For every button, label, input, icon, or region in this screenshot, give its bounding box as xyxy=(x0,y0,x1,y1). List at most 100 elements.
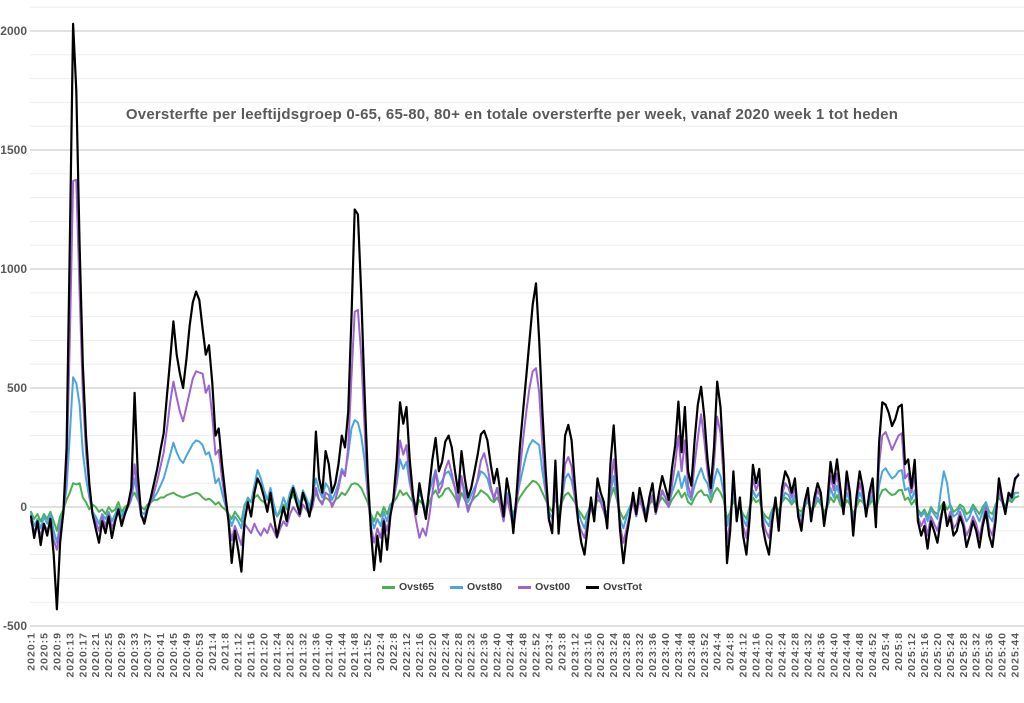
svg-text:2021:20: 2021:20 xyxy=(259,632,271,678)
svg-text:2020:9: 2020:9 xyxy=(51,632,63,671)
svg-text:2021:52: 2021:52 xyxy=(362,632,374,678)
svg-text:2023:32: 2023:32 xyxy=(634,632,646,678)
svg-text:2022:4: 2022:4 xyxy=(375,632,387,671)
svg-text:2022:36: 2022:36 xyxy=(479,632,491,678)
legend-swatch-ovst80 xyxy=(450,585,464,589)
svg-text:2020:25: 2020:25 xyxy=(103,632,115,678)
chart-title: Oversterfte per leeftijdsgroep 0-65, 65-… xyxy=(125,106,899,123)
legend-swatch-ovst00 xyxy=(518,585,532,589)
legend-swatch-ovsttot xyxy=(586,585,600,589)
svg-text:2023:40: 2023:40 xyxy=(660,632,672,678)
svg-text:2022:8: 2022:8 xyxy=(388,632,400,671)
series-line-ovsttot xyxy=(29,22,1020,611)
svg-text:2023:52: 2023:52 xyxy=(699,632,711,678)
svg-text:2020:49: 2020:49 xyxy=(181,632,193,678)
svg-text:2021:24: 2021:24 xyxy=(272,632,284,678)
svg-text:2024:12: 2024:12 xyxy=(738,632,750,678)
svg-text:2021:4: 2021:4 xyxy=(207,632,219,671)
svg-text:2020:45: 2020:45 xyxy=(168,632,180,678)
svg-text:2024:24: 2024:24 xyxy=(776,632,788,678)
svg-text:2022:20: 2022:20 xyxy=(427,632,439,678)
svg-text:1500: 1500 xyxy=(0,143,27,157)
svg-text:2025:36: 2025:36 xyxy=(984,632,996,678)
svg-text:2025:24: 2025:24 xyxy=(945,632,957,678)
svg-text:2024:16: 2024:16 xyxy=(751,632,763,678)
gridlines xyxy=(30,6,1024,627)
svg-text:2000: 2000 xyxy=(0,24,27,38)
svg-text:2023:20: 2023:20 xyxy=(595,632,607,678)
svg-text:2021:40: 2021:40 xyxy=(323,632,335,678)
svg-text:2021:36: 2021:36 xyxy=(310,632,322,678)
svg-text:2023:44: 2023:44 xyxy=(673,632,685,678)
svg-text:2022:24: 2022:24 xyxy=(440,632,452,678)
svg-text:2023:48: 2023:48 xyxy=(686,632,698,678)
svg-text:2022:32: 2022:32 xyxy=(466,632,478,678)
svg-text:2025:12: 2025:12 xyxy=(906,632,918,678)
svg-text:2024:32: 2024:32 xyxy=(802,632,814,678)
svg-text:2022:16: 2022:16 xyxy=(414,632,426,678)
x-axis-labels: 2020:1 2020:5 2020:9 2020:13 2020:17 2020:21 2… xyxy=(26,632,1022,678)
svg-text:2022:28: 2022:28 xyxy=(453,632,465,678)
svg-text:2024:28: 2024:28 xyxy=(789,632,801,678)
svg-text:2021:32: 2021:32 xyxy=(297,632,309,678)
svg-text:2025:40: 2025:40 xyxy=(997,632,1009,678)
svg-text:2020:13: 2020:13 xyxy=(64,632,76,678)
svg-text:2022:48: 2022:48 xyxy=(518,632,530,678)
svg-text:2025:20: 2025:20 xyxy=(932,632,944,678)
svg-text:2023:24: 2023:24 xyxy=(608,632,620,678)
svg-text:2022:40: 2022:40 xyxy=(492,632,504,678)
svg-text:2020:17: 2020:17 xyxy=(77,632,89,678)
svg-text:2023:12: 2023:12 xyxy=(569,632,581,678)
svg-text:2020:41: 2020:41 xyxy=(155,632,167,678)
legend-label-ovst65: Ovst65 xyxy=(399,581,435,593)
svg-text:2021:48: 2021:48 xyxy=(349,632,361,678)
svg-text:2021:16: 2021:16 xyxy=(246,632,258,678)
svg-text:2025:4: 2025:4 xyxy=(880,632,892,671)
svg-text:2024:4: 2024:4 xyxy=(712,632,724,671)
legend-item-ovst00: Ovst00 xyxy=(518,581,570,593)
legend-label-ovst80: Ovst80 xyxy=(467,581,503,593)
y-axis-labels: -500 0 500 1000 1500 2000 xyxy=(0,24,27,633)
svg-text:2021:8: 2021:8 xyxy=(220,632,232,671)
svg-text:0: 0 xyxy=(20,500,27,514)
legend-swatch-ovst65 xyxy=(382,585,395,589)
svg-text:2023:36: 2023:36 xyxy=(647,632,659,678)
svg-text:-500: -500 xyxy=(3,619,27,633)
svg-text:2024:20: 2024:20 xyxy=(764,632,776,678)
chart-legend: Ovst65 Ovst80 Ovst00 OvstTot xyxy=(0,581,1024,593)
svg-text:2023:8: 2023:8 xyxy=(556,632,568,671)
svg-text:2024:8: 2024:8 xyxy=(725,632,737,671)
svg-text:2024:48: 2024:48 xyxy=(854,632,866,678)
svg-text:2020:33: 2020:33 xyxy=(129,632,141,678)
svg-text:2020:21: 2020:21 xyxy=(90,632,102,678)
legend-item-ovsttot: OvstTot xyxy=(586,581,642,593)
svg-text:2020:53: 2020:53 xyxy=(194,632,206,678)
svg-text:2024:40: 2024:40 xyxy=(828,632,840,678)
svg-text:2023:28: 2023:28 xyxy=(621,632,633,678)
svg-text:2023:16: 2023:16 xyxy=(582,632,594,678)
svg-text:2021:28: 2021:28 xyxy=(284,632,296,678)
svg-text:2025:16: 2025:16 xyxy=(919,632,931,678)
svg-text:2022:12: 2022:12 xyxy=(401,632,413,678)
svg-text:2022:52: 2022:52 xyxy=(530,632,542,678)
legend-label-ovst00: Ovst00 xyxy=(535,581,571,593)
svg-text:2020:29: 2020:29 xyxy=(116,632,128,678)
svg-text:2025:44: 2025:44 xyxy=(1010,632,1022,678)
svg-text:2021:12: 2021:12 xyxy=(233,632,245,678)
svg-text:2020:37: 2020:37 xyxy=(142,632,154,678)
legend-label-ovsttot: OvstTot xyxy=(603,581,642,593)
legend-item-ovst65: Ovst65 xyxy=(382,581,434,593)
svg-text:2021:44: 2021:44 xyxy=(336,632,348,678)
svg-text:1000: 1000 xyxy=(0,262,27,276)
svg-text:2024:36: 2024:36 xyxy=(815,632,827,678)
svg-text:2020:5: 2020:5 xyxy=(38,632,50,671)
svg-text:2020:1: 2020:1 xyxy=(26,632,38,671)
svg-text:2025:32: 2025:32 xyxy=(971,632,983,678)
svg-text:500: 500 xyxy=(7,381,27,395)
svg-text:2022:44: 2022:44 xyxy=(505,632,517,678)
svg-text:2023:4: 2023:4 xyxy=(543,632,555,671)
svg-text:2025:28: 2025:28 xyxy=(958,632,970,678)
legend-item-ovst80: Ovst80 xyxy=(450,581,502,593)
